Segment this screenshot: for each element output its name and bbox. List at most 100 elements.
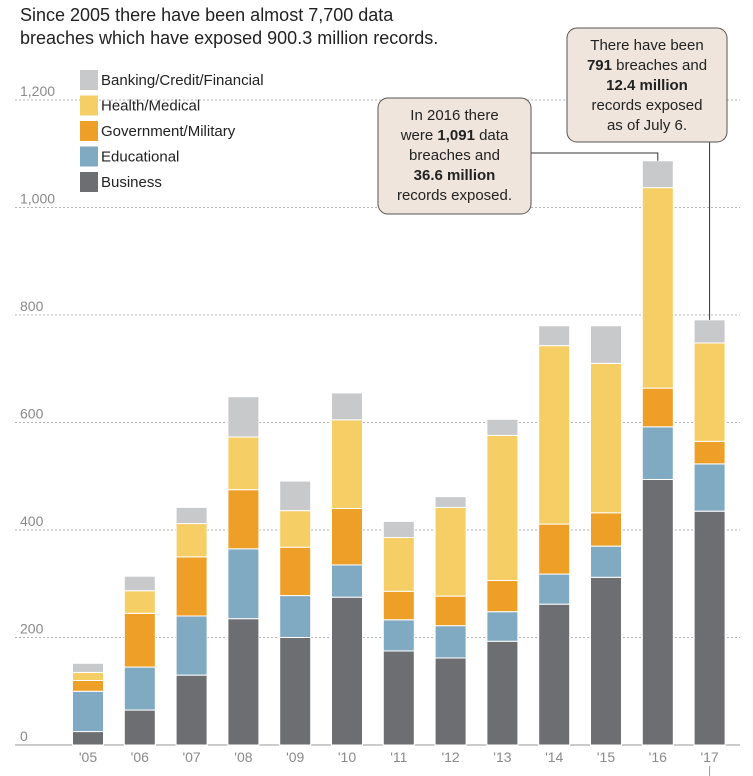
bar-segment-business-11	[641, 478, 674, 746]
bar-segment-educational-0	[72, 690, 104, 733]
bar-segment-health-medical-12	[693, 342, 726, 442]
bar-segment-government-military-12	[693, 440, 726, 465]
annotation-2-line-4: records exposed	[592, 97, 703, 114]
bar-segment-banking-credit-financial-2	[175, 506, 208, 525]
legend-label-2: Government/Military	[101, 123, 236, 140]
bar-segment-health-medical-10	[590, 362, 622, 514]
bar-segment-government-military-2	[175, 556, 208, 617]
bar-segment-health-medical-11	[641, 187, 674, 389]
legend-swatch-0	[80, 70, 98, 90]
y-tick-label-1200: 1,200	[20, 83, 55, 99]
legend-swatch-1	[80, 95, 98, 116]
bar-segment-educational-7	[434, 625, 467, 659]
bar-stack-7	[434, 496, 467, 746]
bar-segment-educational-8	[486, 611, 519, 642]
legend-swatch-3	[80, 146, 98, 167]
bar-segment-business-5	[331, 596, 363, 746]
bar-segment-educational-12	[693, 463, 726, 512]
bar-segment-health-medical-9	[538, 345, 571, 525]
bar-segment-banking-credit-financial-7	[434, 496, 467, 508]
bar-segment-banking-credit-financial-3	[227, 396, 260, 438]
bar-segment-health-medical-8	[486, 434, 519, 582]
bar-stack-3	[227, 396, 260, 746]
x-tick-label-7: '12	[441, 749, 459, 765]
x-tick-label-2: '07	[182, 749, 200, 765]
legend-label-3: Educational	[101, 149, 179, 166]
bar-segment-health-medical-2	[175, 523, 208, 558]
legend-swatch-4	[80, 172, 98, 192]
y-tick-label-200: 200	[20, 621, 44, 637]
y-tick-label-0: 0	[20, 728, 28, 744]
bar-stack-0	[72, 662, 104, 746]
annotation-1-line-3: breaches and	[409, 147, 500, 164]
bar-segment-educational-1	[123, 666, 156, 711]
chart-title-line-2: breaches which have exposed 900.3 millio…	[20, 28, 438, 48]
bar-segment-business-1	[123, 709, 156, 746]
x-tick-label-6: '11	[390, 749, 407, 765]
bar-segment-banking-credit-financial-1	[123, 575, 156, 592]
bar-stack-9	[538, 325, 571, 746]
annotation-1-line-4: 36.6 million	[414, 167, 496, 184]
bar-segment-government-military-5	[331, 508, 363, 566]
bar-segment-banking-credit-financial-9	[538, 325, 571, 347]
bar-segment-business-12	[693, 510, 726, 746]
bar-segment-banking-credit-financial-4	[279, 480, 312, 512]
bar-segment-educational-2	[175, 615, 208, 676]
y-tick-label-600: 600	[20, 406, 44, 422]
bar-segment-business-6	[382, 650, 415, 746]
x-tick-label-1: '06	[131, 749, 149, 765]
bar-stack-8	[486, 418, 519, 746]
bar-segment-health-medical-3	[227, 436, 260, 491]
bar-stack-4	[279, 480, 312, 746]
annotation-1-line-5: records exposed.	[397, 187, 512, 204]
x-tick-label-12: '17	[700, 749, 718, 765]
bar-stack-11	[641, 160, 674, 746]
bar-segment-banking-credit-financial-12	[693, 319, 726, 344]
bar-segment-government-military-0	[72, 680, 104, 692]
bar-stack-6	[382, 520, 415, 746]
x-tick-label-8: '13	[493, 749, 511, 765]
y-tick-label-400: 400	[20, 513, 44, 529]
legend-label-1: Health/Medical	[101, 98, 200, 115]
annotation-2-line-1: There have been	[590, 37, 703, 54]
bar-segment-government-military-8	[486, 580, 519, 613]
bar-segment-business-7	[434, 657, 467, 746]
bar-segment-banking-credit-financial-0	[72, 662, 104, 673]
bar-segment-educational-6	[382, 619, 415, 652]
x-tick-label-3: '08	[234, 749, 252, 765]
bar-segment-business-10	[590, 576, 622, 746]
bar-segment-banking-credit-financial-8	[486, 418, 519, 436]
bar-segment-government-military-11	[641, 387, 674, 428]
bar-segment-business-9	[538, 603, 571, 746]
bar-segment-health-medical-6	[382, 537, 415, 592]
bar-segment-business-2	[175, 674, 208, 746]
bar-segment-educational-10	[590, 545, 622, 578]
bar-segment-government-military-7	[434, 595, 467, 627]
x-tick-label-11: '16	[649, 749, 667, 765]
bar-segment-banking-credit-financial-6	[382, 520, 415, 539]
legend-label-4: Business	[101, 174, 162, 191]
x-tick-label-10: '15	[597, 749, 615, 765]
bar-segment-government-military-10	[590, 512, 622, 547]
bar-segment-banking-credit-financial-5	[331, 392, 363, 421]
x-tick-label-0: '05	[79, 749, 97, 765]
bar-stack-10	[590, 325, 622, 746]
bar-segment-business-8	[486, 640, 519, 746]
bar-segment-health-medical-7	[434, 506, 467, 597]
annotation-box-1	[377, 97, 532, 215]
bar-segment-health-medical-1	[123, 590, 156, 614]
legend-label-0: Banking/Credit/Financial	[101, 72, 264, 89]
annotation-box-2	[566, 27, 728, 143]
bar-segment-educational-9	[538, 573, 571, 605]
x-tick-label-4: '09	[286, 749, 304, 765]
bar-stack-12	[693, 319, 726, 746]
bar-segment-educational-5	[331, 564, 363, 598]
x-tick-label-9: '14	[545, 749, 563, 765]
bar-segment-health-medical-0	[72, 671, 104, 681]
annotation-leader-1	[531, 152, 659, 161]
bar-segment-banking-credit-financial-10	[590, 325, 622, 364]
bar-segment-government-military-6	[382, 590, 415, 621]
annotation-1-line-1: In 2016 there	[410, 107, 498, 124]
